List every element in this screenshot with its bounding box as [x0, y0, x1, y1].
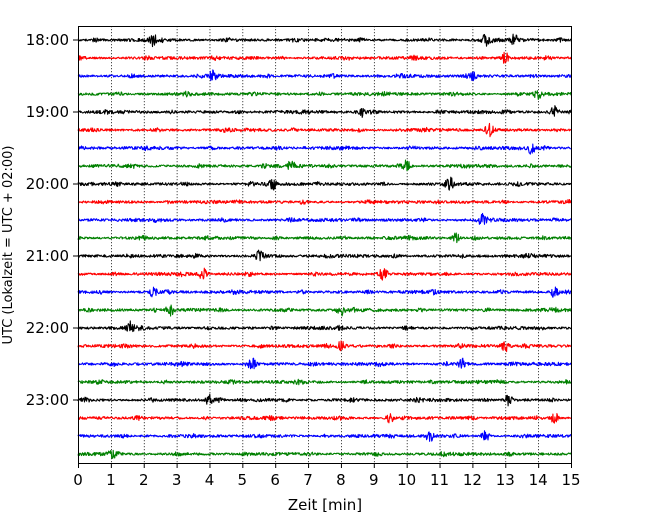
- y-tick-label: 21:00: [26, 247, 69, 265]
- x-axis-label: Zeit [min]: [288, 496, 362, 514]
- x-tick-label: 8: [336, 471, 346, 489]
- x-tick-label: 10: [397, 471, 416, 489]
- seismic-trace-2130: [77, 286, 572, 298]
- x-tick-label: 5: [238, 471, 248, 489]
- x-tick-label: 4: [205, 471, 215, 489]
- y-tick-label: 19:00: [26, 103, 69, 121]
- seismic-trace-2330: [77, 430, 572, 442]
- y-tick-label: 23:00: [26, 391, 69, 409]
- seismic-trace-1945: [77, 159, 572, 172]
- seismic-trace-1830: [77, 69, 572, 82]
- x-tick-label: 15: [561, 471, 580, 489]
- seismic-trace-2315: [77, 413, 572, 424]
- y-axis-ticks: 18:00 19:00 20:00 21:00 22:00 23:00: [26, 31, 78, 409]
- x-tick-label: 13: [496, 471, 515, 489]
- y-axis-label: UTC (Lokalzeit = UTC + 02:00): [1, 146, 16, 345]
- seismic-trace-1815: [77, 51, 572, 64]
- x-tick-label: 0: [73, 471, 83, 489]
- seismic-trace-2100: [77, 249, 572, 262]
- x-tick-label: 6: [270, 471, 280, 489]
- seismic-trace-1915: [77, 122, 572, 138]
- seismic-trace-2245: [77, 378, 572, 386]
- x-grid: [111, 26, 539, 463]
- seismic-trace-2345: [77, 449, 572, 459]
- x-tick-label: 3: [172, 471, 182, 489]
- seismic-traces: [77, 33, 572, 459]
- y-tick-label: 18:00: [26, 31, 69, 49]
- x-axis-ticks: 0 1 2 3 4 5 6 7 8 9 10 11 12 13 14 15: [73, 463, 581, 489]
- seismic-trace-1845: [77, 90, 572, 100]
- seismic-trace-2300: [77, 393, 572, 407]
- x-tick-label: 1: [106, 471, 116, 489]
- x-tick-label: 2: [139, 471, 149, 489]
- x-tick-label: 11: [430, 471, 449, 489]
- y-tick-label: 22:00: [26, 319, 69, 337]
- x-tick-label: 12: [463, 471, 482, 489]
- seismic-trace-2215: [77, 340, 572, 353]
- seismic-trace-2115: [77, 267, 572, 281]
- seismic-trace-2200: [77, 320, 572, 333]
- y-tick-label: 20:00: [26, 175, 69, 193]
- seismic-trace-2000: [77, 176, 572, 191]
- seismic-trace-2145: [77, 304, 572, 317]
- x-tick-label: 14: [529, 471, 548, 489]
- seismic-trace-1800: [77, 33, 572, 48]
- seismic-trace-2030: [77, 212, 572, 225]
- x-tick-label: 9: [369, 471, 379, 489]
- seismic-trace-2045: [77, 232, 572, 244]
- seismic-trace-2230: [77, 357, 572, 370]
- plot-frame: [78, 26, 572, 464]
- seismic-trace-1930: [77, 143, 572, 155]
- seismic-trace-2015: [77, 199, 572, 205]
- x-tick-label: 7: [303, 471, 313, 489]
- seismic-trace-1900: [77, 105, 572, 118]
